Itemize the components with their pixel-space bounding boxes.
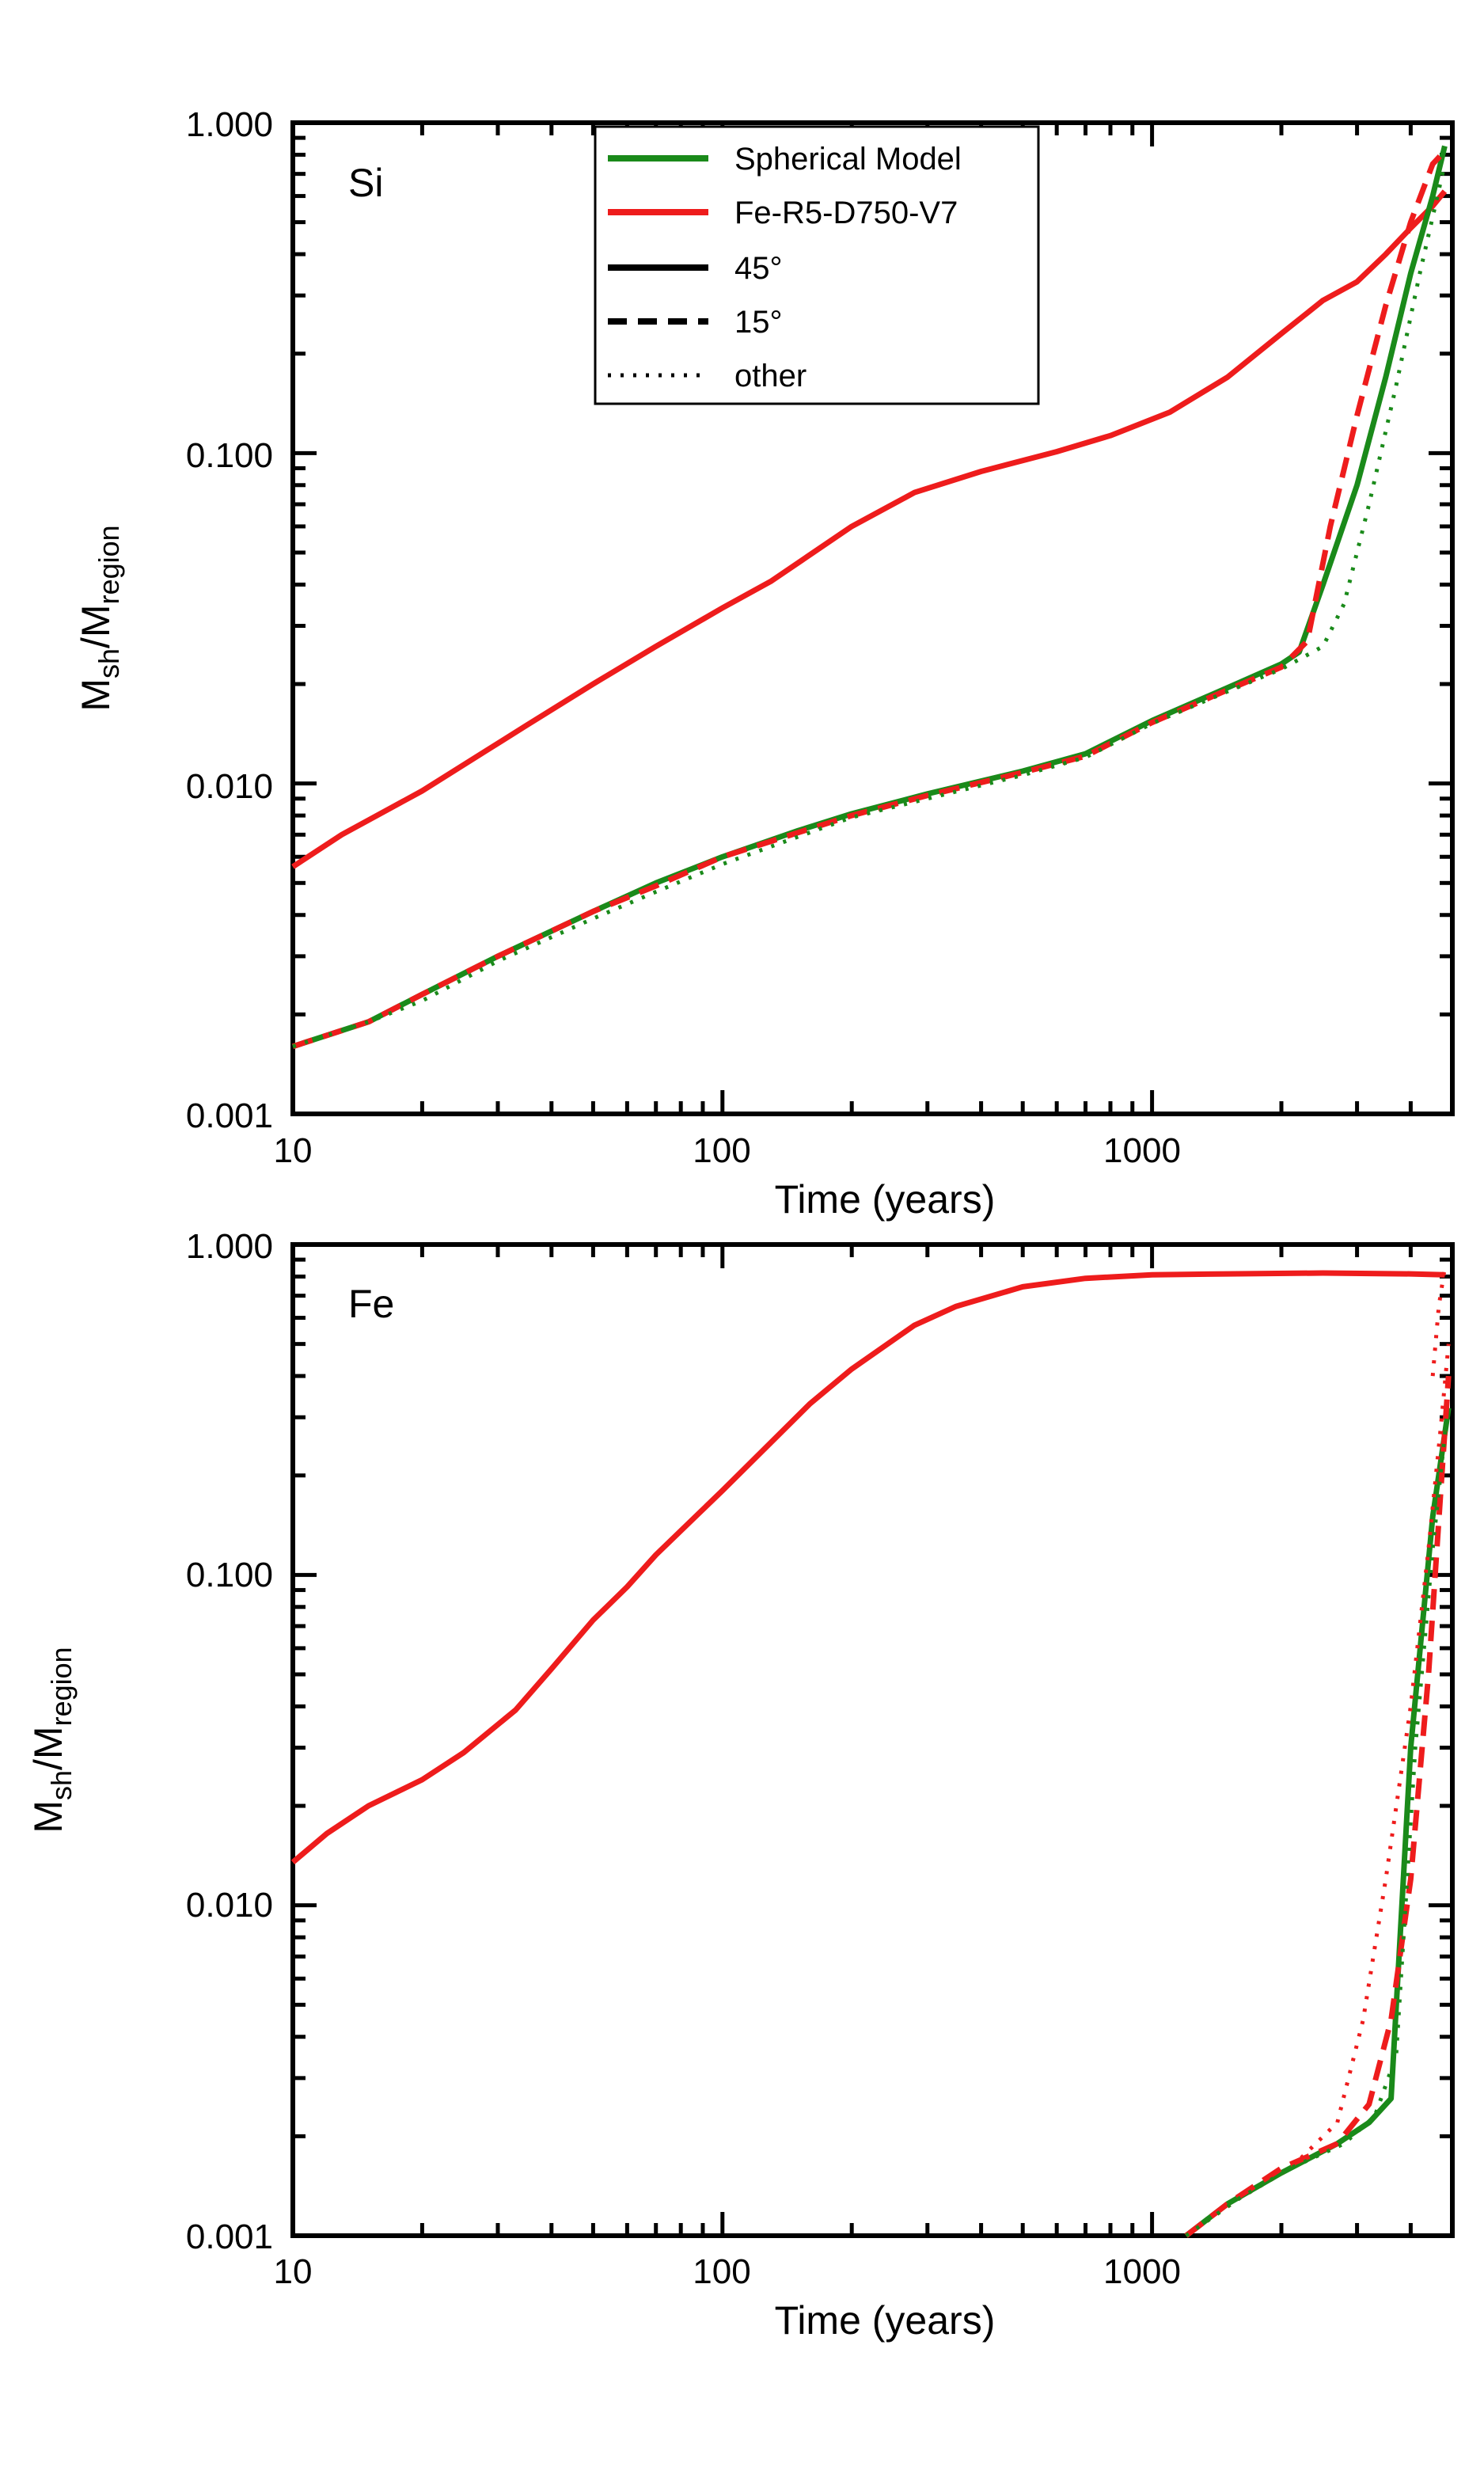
fe-plot-frame xyxy=(290,1242,1455,2238)
fe-ylabel-main: M xyxy=(26,1800,70,1834)
fe-chart-panel: 1.000 0.100 0.010 0.001 10 100 1000 Time… xyxy=(26,1227,1455,2343)
si-xtick-label: 1000 xyxy=(1103,1131,1181,1170)
si-series-line-0 xyxy=(291,189,1448,869)
fe-ytick-label: 0.100 xyxy=(186,1556,273,1594)
fe-series-line-1 xyxy=(1430,1267,1447,1377)
si-series-group xyxy=(291,145,1448,1050)
fe-ytick-label: 0.001 xyxy=(186,2217,273,2256)
si-panel-label: Si xyxy=(348,161,383,205)
fe-x-axis-title: Time (years) xyxy=(775,2298,996,2343)
fe-xtick-label: 10 xyxy=(274,2252,313,2291)
legend-label-45: 45° xyxy=(734,251,783,286)
si-series-line-1 xyxy=(291,145,1448,1050)
fe-xtick-label: 100 xyxy=(693,2252,750,2291)
si-ylabel-sub2: region xyxy=(93,525,125,604)
svg-text:Msh/Mregion: Msh/Mregion xyxy=(26,1647,78,1833)
fe-y-axis-title: Msh/Mregion xyxy=(26,1647,78,1833)
si-chart-panel: 1.000 0.100 0.010 0.001 10 100 1000 Time… xyxy=(74,105,1455,1222)
fe-xtick-label: 1000 xyxy=(1103,2252,1181,2291)
si-ytick-label: 1.000 xyxy=(186,105,273,144)
legend-label-15: 15° xyxy=(734,305,783,340)
svg-text:Msh/Mregion: Msh/Mregion xyxy=(74,525,125,711)
fe-series-line-2 xyxy=(1184,1407,1452,2238)
fe-series-line-0 xyxy=(290,1270,1445,1864)
fe-ytick-label: 0.010 xyxy=(186,1886,273,1925)
legend-box: Spherical Model Fe-R5-D750-V7 45° 15° ot… xyxy=(594,125,1040,405)
si-xtick-label: 100 xyxy=(693,1131,750,1170)
fe-series-group xyxy=(290,1267,1452,2238)
si-plot-frame xyxy=(290,120,1455,1116)
si-xtick-label: 10 xyxy=(274,1131,313,1170)
fe-tick-marks xyxy=(290,1242,1455,2238)
legend-label-spherical: Spherical Model xyxy=(734,142,962,177)
si-x-axis-title: Time (years) xyxy=(775,1177,996,1222)
fe-ylabel-sub2: region xyxy=(45,1647,78,1726)
si-ylabel-main: M xyxy=(74,678,118,712)
fe-ylabel-sub1: sh xyxy=(45,1770,78,1800)
si-ytick-label: 0.100 xyxy=(186,436,273,475)
fe-panel-label: Fe xyxy=(348,1282,394,1326)
si-y-axis-title: Msh/Mregion xyxy=(74,525,125,711)
si-ytick-label: 0.010 xyxy=(186,767,273,806)
fe-ytick-label: 1.000 xyxy=(186,1227,273,1266)
si-ytick-label: 0.001 xyxy=(186,1096,273,1135)
si-ylabel-slash: /M xyxy=(74,604,118,648)
legend-label-fe-r5: Fe-R5-D750-V7 xyxy=(734,196,958,230)
fe-series-line-3 xyxy=(1184,1375,1452,2238)
legend-label-other: other xyxy=(734,359,807,393)
si-ylabel-sub1: sh xyxy=(93,648,125,678)
fe-ylabel-slash: /M xyxy=(26,1726,70,1770)
